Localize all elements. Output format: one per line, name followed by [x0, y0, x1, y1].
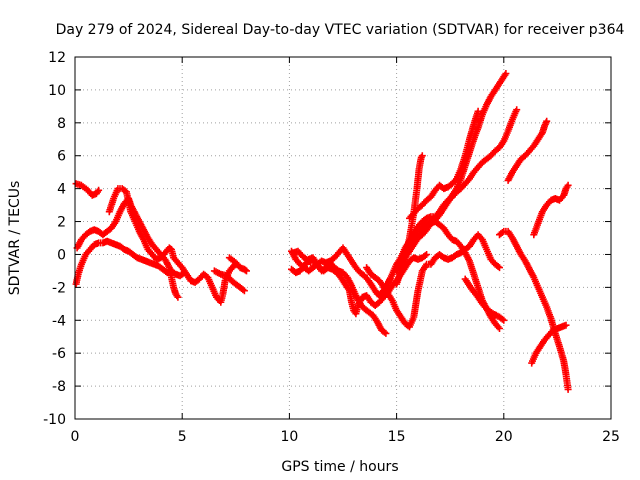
chart-title: Day 279 of 2024, Sidereal Day-to-day VTE… [56, 22, 625, 38]
grid-lines [75, 57, 611, 419]
plot-frame [74, 56, 612, 420]
data-point [564, 181, 572, 189]
data-point [381, 328, 388, 336]
x-tick-label: 20 [495, 429, 513, 445]
data-point [474, 107, 482, 115]
series-arc-10 [363, 231, 503, 331]
series-arc-1 [72, 180, 103, 199]
series-arc-14 [406, 107, 482, 222]
data-point [513, 106, 521, 114]
y-tick-label: -2 [52, 280, 66, 296]
data-point [240, 287, 248, 295]
series-arc-19 [530, 181, 572, 239]
data-point [418, 152, 426, 160]
axis-ticks: -10 -8 -6 -4 -2 0 2 4 6 8 10 12 0 5 10 15 20 25 [43, 50, 620, 445]
data-point [564, 385, 572, 393]
y-tick-label: 2 [57, 215, 66, 231]
data-points [72, 70, 572, 393]
x-tick-label: 15 [388, 429, 406, 445]
data-point [498, 229, 506, 236]
series-arc-6 [225, 254, 250, 275]
x-axis-label: GPS time / hours [281, 459, 398, 475]
data-point [496, 264, 503, 272]
series-arc-17 [496, 227, 572, 393]
x-tick-label: 0 [71, 429, 80, 445]
series-arc-8 [288, 254, 390, 337]
y-axis-label: SDTVAR / TECUs [7, 181, 23, 296]
data-point [543, 117, 551, 125]
x-tick-label: 10 [280, 429, 298, 445]
data-point [494, 263, 502, 270]
data-point [502, 70, 510, 77]
y-tick-label: -8 [52, 379, 66, 395]
series-arc-15 [393, 218, 503, 332]
y-tick-label: -4 [52, 313, 66, 329]
data-point [562, 321, 570, 329]
y-tick-label: 12 [48, 50, 66, 66]
series-arc-5 [210, 267, 248, 295]
x-tick-label: 5 [178, 429, 187, 445]
y-tick-label: 4 [57, 182, 66, 198]
data-point [382, 329, 390, 337]
y-tick-label: 6 [57, 149, 66, 165]
y-tick-label: -6 [52, 346, 66, 362]
series-arc-16 [461, 275, 508, 324]
y-tick-label: 0 [57, 247, 66, 263]
data-point [500, 316, 508, 324]
data-point [95, 186, 103, 194]
data-point [239, 286, 247, 294]
data-point [421, 252, 429, 260]
series-arc-20 [504, 117, 551, 184]
data-point [174, 293, 182, 301]
data-point [498, 315, 506, 323]
y-tick-label: 8 [57, 116, 66, 132]
x-tick-label: 25 [602, 429, 620, 445]
y-tick-label: 10 [48, 83, 66, 99]
series-arc-2 [72, 237, 188, 288]
data-point [496, 325, 503, 332]
y-tick-label: -10 [43, 412, 66, 428]
data-point [305, 258, 313, 266]
series-arc-18 [528, 321, 570, 367]
data-point [243, 267, 250, 275]
data-point [423, 251, 431, 258]
